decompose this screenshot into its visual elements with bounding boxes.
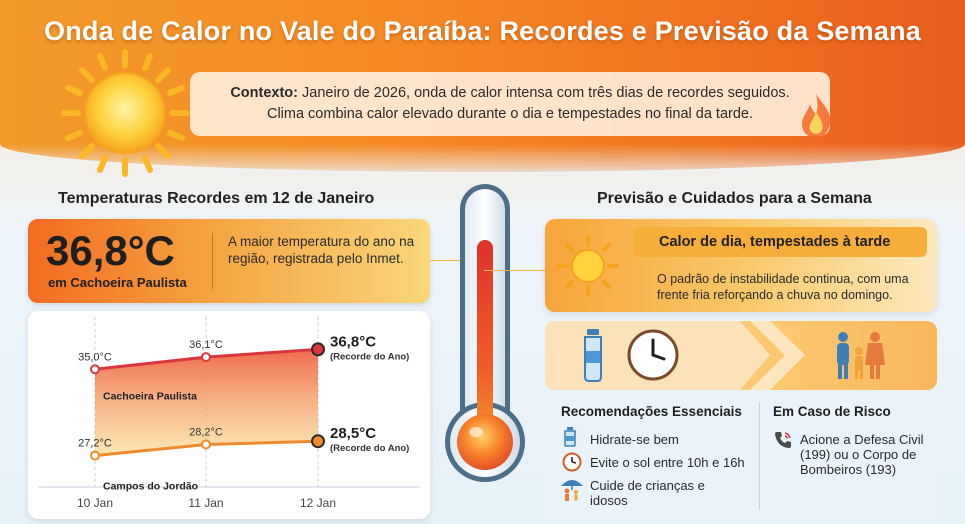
context-label: Contexto: <box>230 85 298 101</box>
risk-title: Em Caso de Risco <box>773 404 891 419</box>
panel-divider <box>759 402 760 510</box>
recommendation-item-2: Evite o sol entre 10h e 16h <box>590 455 745 470</box>
connector-right <box>484 270 545 271</box>
icons-band-chevrons <box>545 321 885 390</box>
flame-icon <box>802 94 831 138</box>
recommendations-panel <box>545 390 937 520</box>
x-tick-label: 10 Jan <box>77 496 113 510</box>
sun-icon <box>61 49 189 177</box>
forecast-sun-icon <box>557 235 619 297</box>
data-point <box>311 342 325 357</box>
x-tick-label: 12 Jan <box>300 496 336 510</box>
context-line-1: Janeiro de 2026, onda de calor intensa c… <box>302 85 790 101</box>
family-umbrella-icon <box>561 480 583 501</box>
water-bottle-icon <box>564 427 576 447</box>
recommendation-item-3: Cuide de crianças e idosos <box>590 478 705 508</box>
data-label: 36,1°C <box>189 339 223 351</box>
thermometer-icon <box>445 184 525 482</box>
record-card: 36,8°C em Cachoeira Paulista A maior tem… <box>28 219 430 303</box>
record-city: em Cachoeira Paulista <box>48 275 187 290</box>
context-box: Contexto: Janeiro de 2026, onda de calor… <box>190 72 830 136</box>
record-description: A maior temperatura do ano na região, re… <box>228 234 415 266</box>
recommendation-item-1: Hidrate-se bem <box>590 432 679 447</box>
series-name: Cachoeira Paulista <box>103 390 197 402</box>
series-name: Campos do Jordão <box>103 481 198 493</box>
data-label: 28,2°C <box>189 427 223 439</box>
data-point <box>311 434 325 449</box>
left-section-title: Temperaturas Recordes em 12 de Janeiro <box>58 190 375 207</box>
phone-icon <box>775 432 791 448</box>
record-divider <box>212 233 213 289</box>
clock-large-icon <box>627 329 679 381</box>
temperature-line-chart: 35,0°C36,1°C 36,8°C(Recorde do Ano)Cachoe… <box>38 317 420 510</box>
record-note: (Recorde do Ano) <box>330 351 409 362</box>
data-point <box>201 352 211 363</box>
connector-left <box>430 260 478 261</box>
right-section-title: Previsão e Cuidados para a Semana <box>597 190 872 207</box>
forecast-card: Calor de dia, tempestades à tarde O padr… <box>545 219 937 312</box>
data-label-final: 36,8°C <box>330 333 376 350</box>
water-bottle-large-icon <box>584 329 602 382</box>
record-value: 36,8°C <box>46 227 175 274</box>
x-tick-label: 11 Jan <box>188 496 223 510</box>
risk-text: Acione a Defesa Civil (199) ou o Corpo d… <box>800 432 924 477</box>
data-label: 27,2°C <box>78 438 112 450</box>
page-title: Onda de Calor no Vale do Paraíba: Record… <box>44 16 921 46</box>
data-label: 35,0°C <box>78 351 112 363</box>
record-note: (Recorde do Ano) <box>330 443 409 454</box>
area-between-series <box>95 349 318 456</box>
recommendations-title: Recomendações Essenciais <box>561 404 742 419</box>
data-point <box>90 364 100 375</box>
clock-icon <box>562 452 582 472</box>
data-point <box>201 439 211 450</box>
data-label-final: 28,5°C <box>330 425 376 442</box>
family-icon <box>837 332 885 379</box>
data-point <box>90 450 100 461</box>
forecast-headline: Calor de dia, tempestades à tarde <box>633 227 927 257</box>
context-line-2: Clima combina calor elevado durante o di… <box>266 106 754 122</box>
forecast-body: O padrão de instabilidade continua, com … <box>657 272 909 302</box>
